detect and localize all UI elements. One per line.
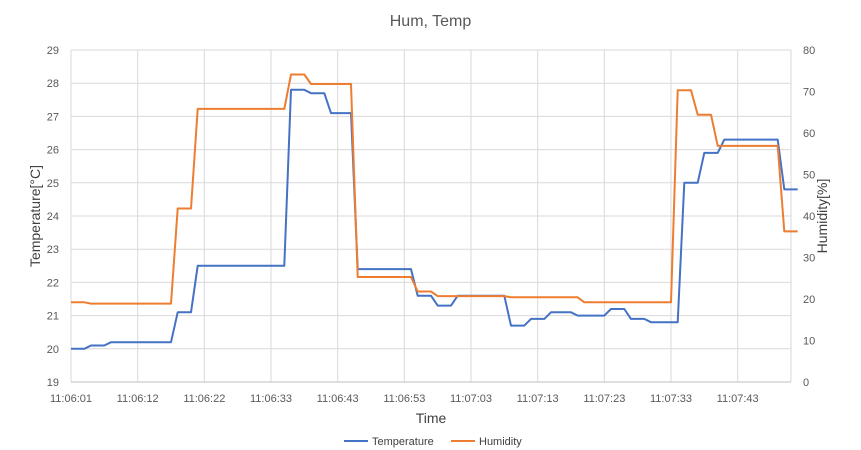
- y-left-tick-label: 20: [47, 344, 59, 356]
- y-right-tick-label: 20: [803, 294, 815, 306]
- x-tick-label: 11:07:03: [450, 393, 492, 405]
- y-left-tick-label: 25: [47, 178, 59, 190]
- x-tick-label: 11:07:23: [583, 393, 625, 405]
- x-tick-label: 11:06:22: [183, 393, 225, 405]
- y-right-tick-label: 60: [803, 128, 815, 140]
- x-tick-label: 11:07:33: [650, 393, 692, 405]
- x-axis-title: Time: [416, 410, 447, 426]
- legend-label-temperature: Temperature: [372, 436, 434, 448]
- y-axis-right-title: Humidity[%]: [814, 179, 830, 254]
- x-tick-label: 11:06:01: [50, 393, 92, 405]
- y-left-tick-label: 24: [47, 211, 59, 223]
- y-right-tick-label: 40: [803, 211, 815, 223]
- y-left-tick-label: 23: [47, 244, 59, 256]
- x-tick-label: 11:06:53: [383, 393, 425, 405]
- y-left-tick-label: 26: [47, 145, 59, 157]
- series-line-humidity: [71, 73, 798, 305]
- x-tick-label: 11:07:43: [717, 393, 759, 405]
- x-tick-label: 11:06:12: [117, 393, 159, 405]
- y-left-tick-label: 22: [47, 277, 59, 289]
- x-tick-label: 11:06:33: [250, 393, 292, 405]
- y-right-tick-label: 30: [803, 253, 815, 265]
- x-tick-label: 11:06:43: [317, 393, 359, 405]
- x-tick-label: 11:07:13: [517, 393, 559, 405]
- y-axis-left-title: Temperature[°C]: [27, 165, 43, 267]
- chart-title: Hum, Temp: [390, 13, 472, 30]
- y-right-tick-label: 50: [803, 170, 815, 182]
- y-right-tick-label: 70: [803, 87, 815, 99]
- y-left-tick-label: 29: [47, 45, 59, 57]
- axes: 11:06:01 11:06:12 11:06:22 11:06:33 11:06:43…: [47, 45, 816, 405]
- y-left-tick-label: 19: [47, 377, 59, 389]
- legend-label-humidity: Humidity: [479, 436, 522, 448]
- y-left-tick-label: 27: [47, 111, 59, 123]
- y-left-tick-label: 28: [47, 78, 59, 90]
- y-right-tick-label: 0: [803, 377, 809, 389]
- series-lines: [71, 73, 798, 350]
- series-line-temperature: [71, 88, 798, 350]
- y-right-tick-label: 80: [803, 45, 815, 57]
- y-right-tick-label: 10: [803, 336, 815, 348]
- y-left-tick-label: 21: [47, 311, 59, 323]
- legend: Temperature Humidity: [344, 436, 522, 448]
